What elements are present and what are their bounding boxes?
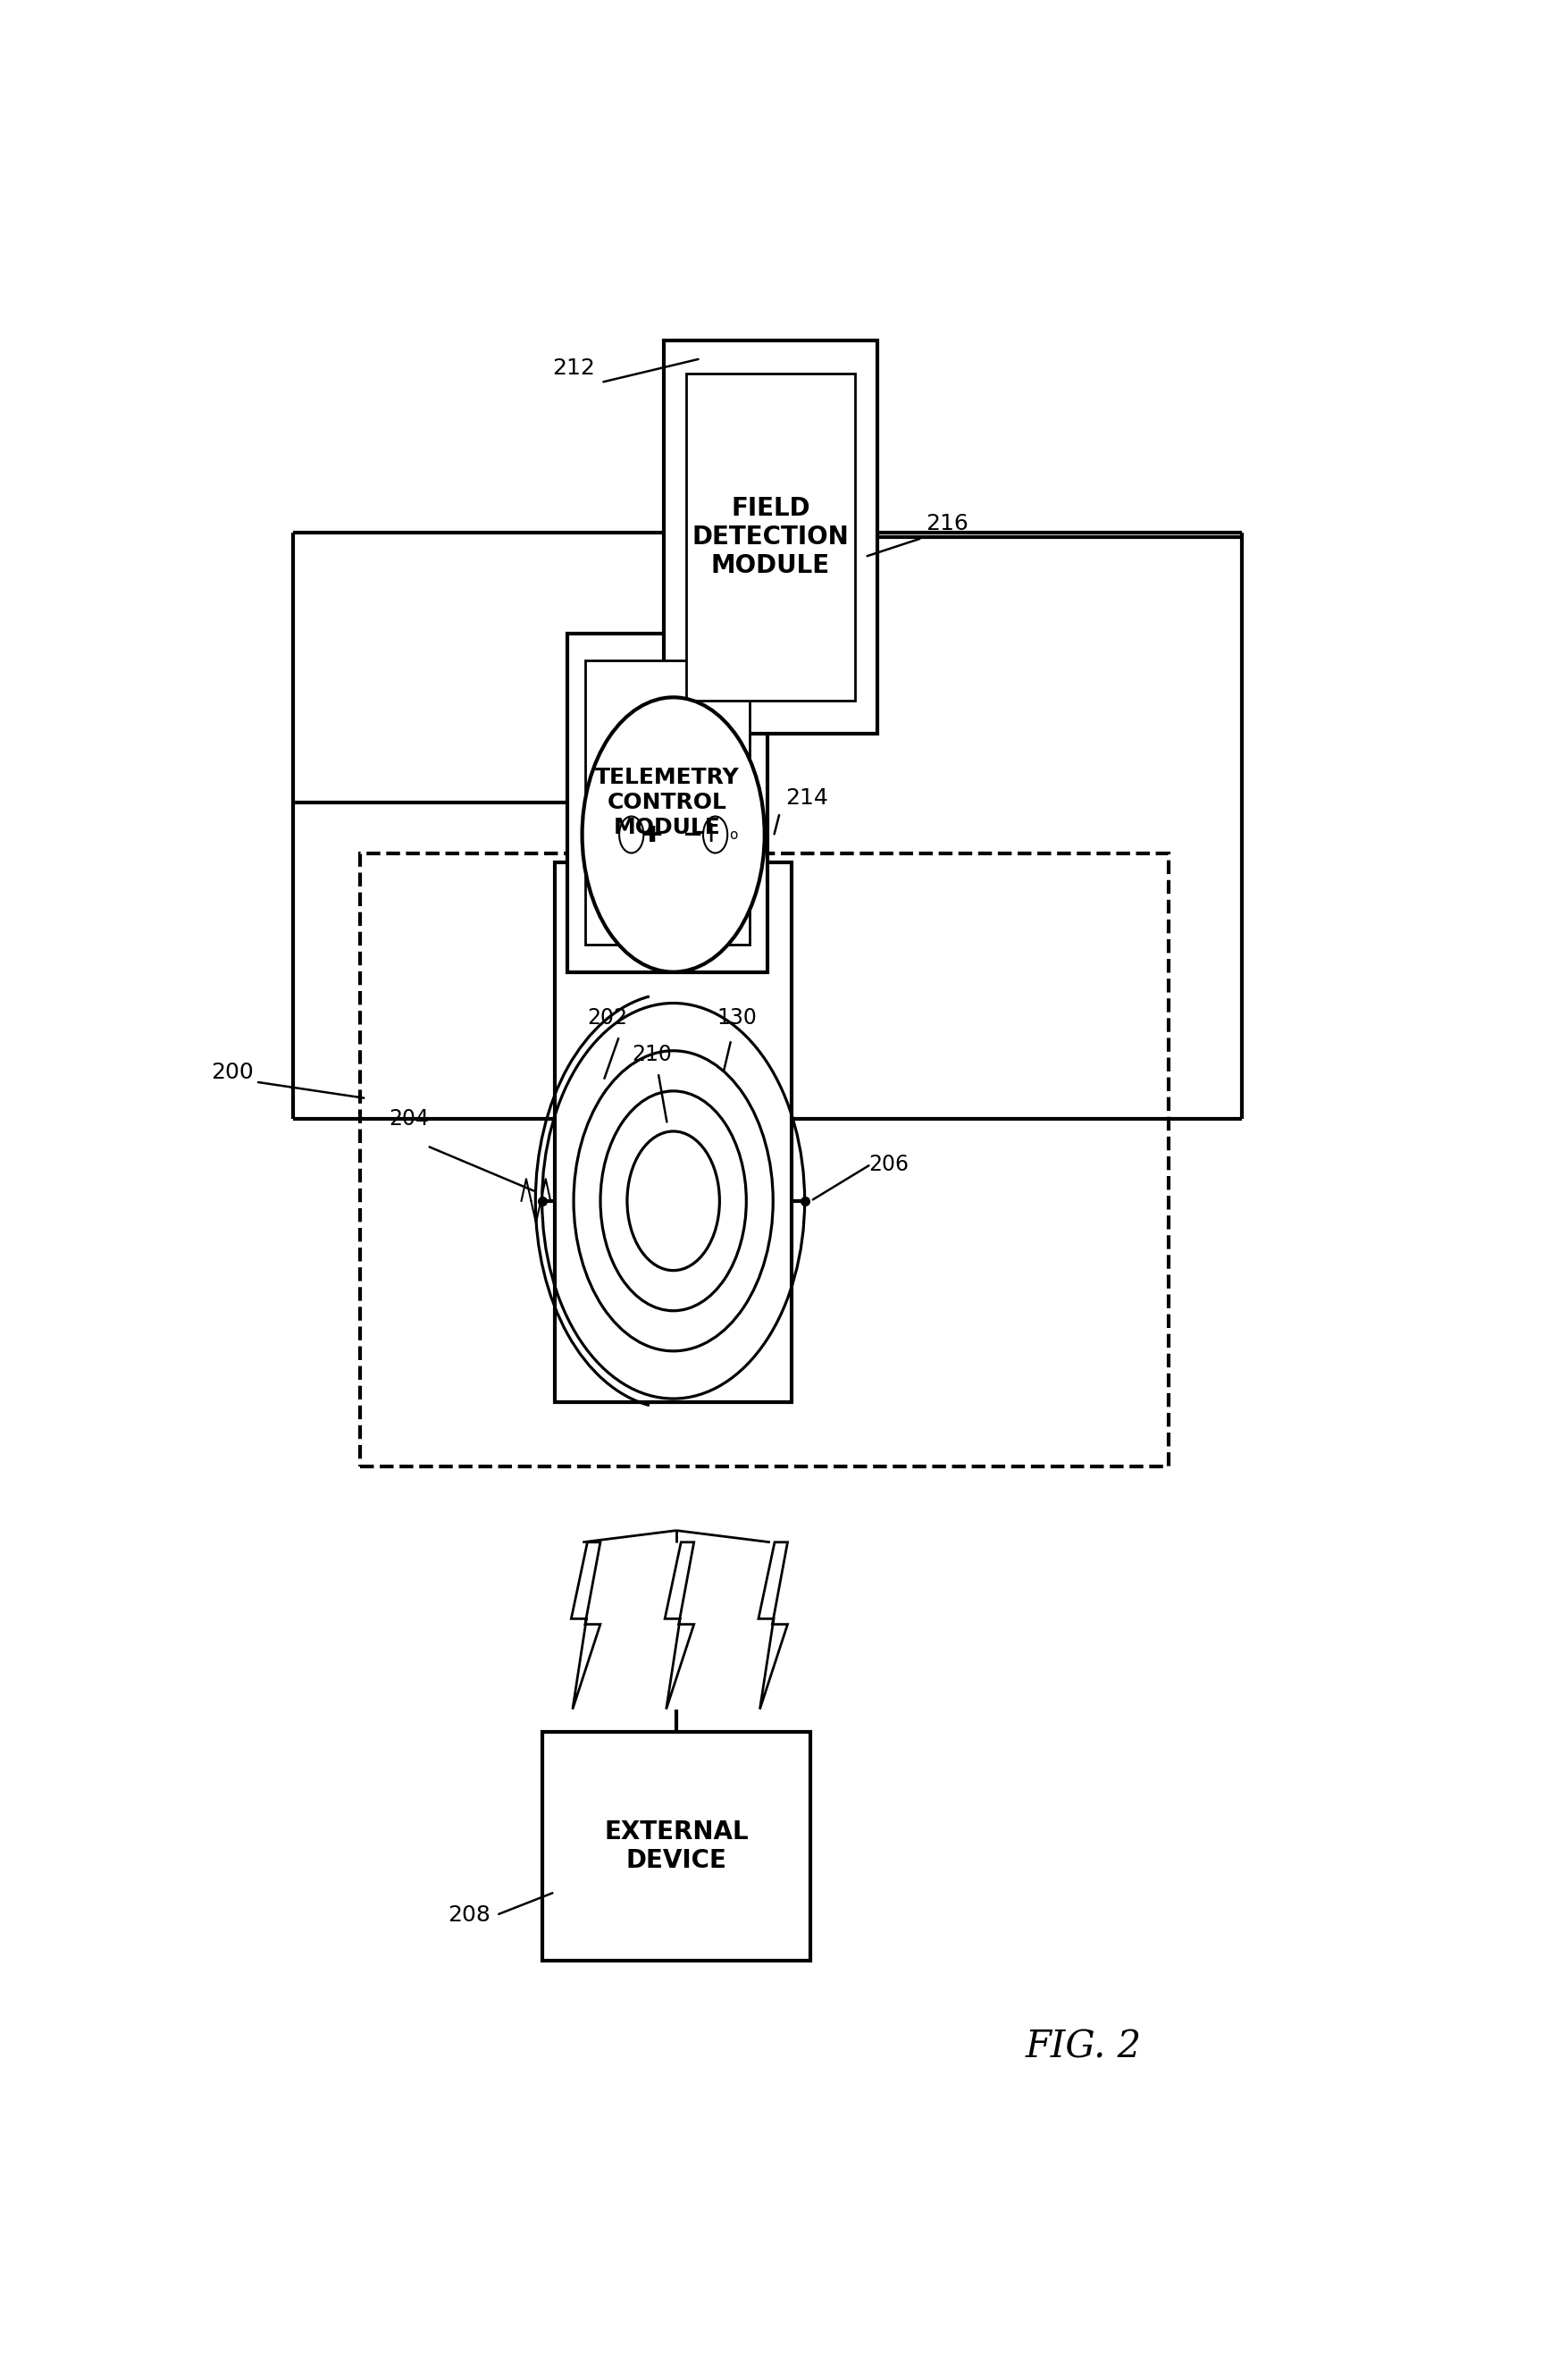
- Bar: [685, 373, 855, 702]
- Circle shape: [702, 816, 728, 854]
- Text: FIG. 2: FIG. 2: [1025, 2028, 1142, 2066]
- Text: TELEMETRY
CONTROL
MODULE: TELEMETRY CONTROL MODULE: [594, 768, 739, 837]
- Text: o: o: [729, 828, 737, 842]
- Text: EXTERNAL
DEVICE: EXTERNAL DEVICE: [604, 1819, 748, 1874]
- Bar: [543, 1731, 809, 1962]
- Circle shape: [619, 816, 643, 854]
- Text: FIELD
DETECTION
MODULE: FIELD DETECTION MODULE: [691, 495, 848, 578]
- Text: 200: 200: [210, 1063, 252, 1084]
- Text: I: I: [706, 823, 713, 847]
- Text: +: +: [643, 823, 663, 847]
- Text: −: −: [682, 823, 704, 847]
- Bar: [663, 340, 877, 735]
- Text: 216: 216: [925, 514, 967, 535]
- Text: 202: 202: [586, 1006, 627, 1030]
- Text: 130: 130: [717, 1006, 757, 1030]
- Bar: [566, 633, 767, 973]
- Polygon shape: [757, 1543, 787, 1710]
- Polygon shape: [665, 1543, 693, 1710]
- Text: 214: 214: [786, 787, 828, 809]
- Bar: [555, 863, 792, 1403]
- Text: 206: 206: [869, 1153, 909, 1175]
- Text: 212: 212: [552, 357, 594, 378]
- Text: 204: 204: [389, 1108, 428, 1130]
- Circle shape: [582, 697, 764, 973]
- Text: 210: 210: [632, 1044, 671, 1065]
- Bar: [361, 854, 1168, 1467]
- Text: +: +: [640, 823, 662, 847]
- Polygon shape: [571, 1543, 601, 1710]
- Text: 208: 208: [447, 1905, 491, 1926]
- Bar: [585, 661, 750, 944]
